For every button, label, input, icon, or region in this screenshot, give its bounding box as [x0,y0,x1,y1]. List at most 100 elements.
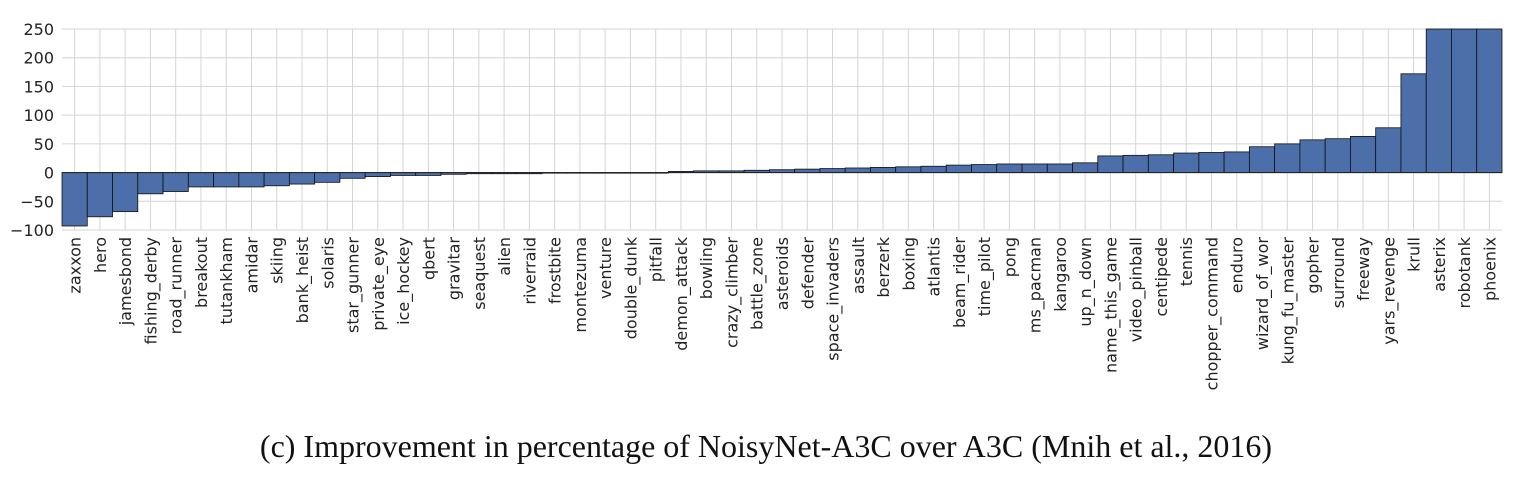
x-tick-label: gopher [1304,237,1323,294]
x-tick-label: qbert [419,237,438,280]
bar-yars_revenge [1375,127,1402,173]
bar-space_invaders [819,168,846,173]
bar-chopper_command [1198,152,1225,173]
y-tick-label: 250 [23,20,54,39]
x-tick-label: freeway [1354,237,1373,301]
y-tick-label: −50 [20,192,54,211]
x-tick-label: phoenix [1480,237,1499,301]
bar-zaxxon [61,172,88,227]
bar-pong [996,163,1023,173]
x-tick-label: asteroids [773,237,792,310]
bar-up_n_down [1072,162,1099,173]
bar-centipede [1147,154,1174,173]
y-tick-labels: −100 −50 0 50 100 150 200 250 [10,20,54,240]
bar-tennis [1173,152,1200,173]
x-tick-label: double_dunk [621,236,641,339]
y-tick-label: 150 [23,77,54,96]
x-tick-label: tutankham [217,237,236,324]
x-tick-label: seaquest [470,237,489,310]
x-tick-label: jamesbond [116,237,135,326]
bar-boxing [895,166,922,173]
x-tick-label: alien [495,237,514,276]
bar-enduro [1223,151,1250,173]
x-tick-label: up_n_down [1076,237,1096,327]
bar-tutankham [213,172,240,188]
x-tick-label: fishing_derby [141,237,161,345]
bar-surround [1324,138,1351,173]
bar-robotank [1451,28,1478,173]
figure-caption: (c) Improvement in percentage of NoisyNe… [259,428,1273,464]
x-tick-label: riverraid [520,237,539,305]
x-tick-label: road_runner [167,237,187,335]
bar-freeway [1350,135,1377,173]
bar-name_this_game [1097,155,1124,173]
bar-kangaroo [1046,163,1073,173]
bar-breakout [187,172,214,188]
x-tick-label: zaxxon [66,237,85,294]
x-tick-label: kung_fu_master [1278,237,1298,365]
bar-ms_pacman [1021,163,1048,173]
x-tick-label: tennis [1177,237,1196,286]
bar-wizard_of_wor [1248,146,1276,173]
bar-phoenix [1476,28,1503,173]
x-tick-label: wizard_of_wor [1253,237,1273,350]
x-tick-label: battle_zone [748,237,768,330]
x-tick-label: video_pinball [1127,237,1147,342]
bar-asterix [1425,28,1452,173]
bar-jamesbond [112,172,139,213]
x-tick-labels: zaxxon hero jamesbond fishing_derby road_run… [66,236,1500,390]
x-tick-label: enduro [1228,237,1247,293]
bar-chart: −100 −50 0 50 100 150 200 250 zaxxon hero jamesbo… [10,20,1503,390]
x-tick-label: krull [1405,237,1424,272]
x-tick-label: bowling [697,237,716,299]
x-tick-label: yars_revenge [1379,237,1399,345]
x-tick-label: star_gunner [344,237,364,333]
x-tick-label: bank_heist [293,237,313,323]
x-tick-label: defender [798,237,817,310]
bar-amidar [238,172,265,188]
x-tick-label: kangaroo [1051,237,1070,312]
x-tick-label: atlantis [925,237,944,297]
x-tick-label: space_invaders [824,237,844,361]
x-tick-label: amidar [242,237,261,294]
bar-skiing [263,172,290,187]
x-tick-label: boxing [899,237,918,291]
x-tick-label: pong [1000,237,1019,277]
x-tick-label: hero [91,237,110,273]
x-tick-label: centipede [1152,237,1171,317]
x-tick-label: venture [596,237,615,299]
bar-assault [844,167,871,173]
bar-time_pilot [971,164,998,173]
bar-krull [1400,73,1427,173]
bar-atlantis [920,165,947,173]
bar-private_eye [364,172,391,177]
bar-fishing_derby [137,172,164,195]
x-tick-label: time_pilot [975,237,995,316]
x-tick-label: ice_hockey [394,237,414,325]
bar-beam_rider [945,164,972,173]
x-tick-label: robotank [1455,236,1474,308]
x-tick-label: crazy_climber [722,237,742,348]
x-tick-label: frostbite [546,237,565,304]
bar-gopher [1299,139,1326,173]
x-tick-label: surround [1329,237,1348,308]
y-tick-label: 100 [23,106,54,125]
bar-kung_fu_master [1274,143,1301,173]
x-tick-label: private_eye [369,237,389,331]
x-tick-label: name_this_game [1101,237,1121,373]
bar-solaris [314,172,341,183]
bar-hero [86,172,113,218]
x-tick-label: assault [849,237,868,294]
y-tick-label: 0 [44,164,54,183]
y-tick-label: 50 [34,135,54,154]
bar-video_pinball [1122,154,1149,173]
bar-berzerk [870,167,897,173]
bar-star_gunner [339,172,366,179]
x-tick-label: chopper_command [1202,237,1222,390]
bar-bank_heist [288,172,316,185]
x-tick-label: montezuma [571,237,590,333]
x-tick-label: solaris [318,237,337,289]
x-tick-label: breakout [192,237,211,308]
y-tick-label: 200 [23,49,54,68]
x-tick-label: pitfall [647,237,666,282]
